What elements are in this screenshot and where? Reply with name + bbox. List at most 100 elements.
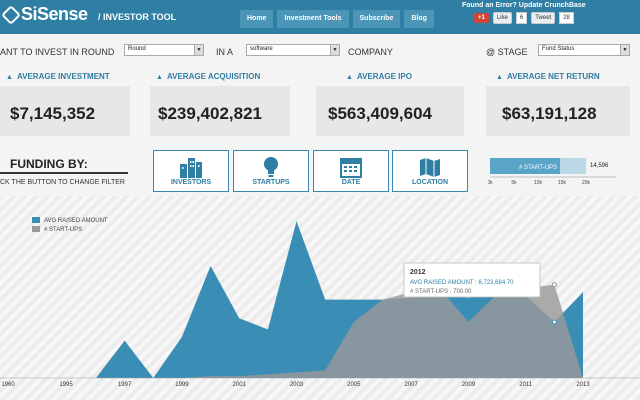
main-nav: Home Investment Tools Subscribe Blog xyxy=(240,10,434,28)
funding-button-startups[interactable]: STARTUPS xyxy=(233,150,309,192)
x-tick-label: 2009 xyxy=(462,382,476,388)
chart-legend: AVG RAISED AMOUNT # START-UPS xyxy=(32,217,108,233)
kpi-value-ipo: $563,409,604 xyxy=(328,104,432,123)
startups-mini-bar-chart: # START-UPS 14,596 0k 5k 10k 15k 20k xyxy=(488,158,616,186)
legend-swatch-startups xyxy=(32,226,40,232)
nav-subscribe[interactable]: Subscribe xyxy=(352,10,401,28)
mini-axis-ticks: 0k 5k 10k 15k 20k xyxy=(488,180,591,186)
raised-amount-area-chart: 1960 1995 1997 1999 2001 2003 2005 2007 2009 2011… xyxy=(0,196,640,400)
in-a-label: IN A xyxy=(216,47,234,57)
chevron-down-icon: ▼ xyxy=(330,45,339,55)
nav-investment-tools[interactable]: Investment Tools xyxy=(277,10,349,28)
kpi-label-acquisition: ▲ AVERAGE ACQUISITION xyxy=(156,72,260,81)
lightbulb-icon xyxy=(264,157,278,177)
funding-button-label: INVESTORS xyxy=(170,179,212,186)
stage-select-value: Fund Status xyxy=(542,46,575,52)
map-icon xyxy=(420,158,440,177)
tweet-button[interactable]: Tweet xyxy=(531,12,556,24)
kpi-value-acquisition: $239,402,821 xyxy=(158,104,262,123)
data-point-raised-2012[interactable] xyxy=(551,319,557,325)
funding-button-label: STARTUPS xyxy=(252,179,290,186)
tweet-count: 28 xyxy=(559,12,574,24)
buildings-icon xyxy=(180,158,202,178)
x-tick-label: 1999 xyxy=(175,382,189,388)
like-button[interactable]: Like xyxy=(492,12,512,24)
kpi-value-net-return: $63,191,128 xyxy=(502,104,597,123)
x-tick-label: 2005 xyxy=(347,382,361,388)
logo-mark-icon xyxy=(1,4,21,25)
kpi-label-investment: ▲ AVERAGE INVESTMENT xyxy=(6,72,110,81)
x-tick-label: 1995 xyxy=(59,382,73,388)
social-buttons: +1 Like 6 Tweet 28 xyxy=(474,12,574,24)
kpi-label-text: AVERAGE ACQUISITION xyxy=(166,72,261,81)
kpi-value-investment: $7,145,352 xyxy=(10,104,96,123)
kpi-label-ipo: ▲ AVERAGE IPO xyxy=(346,72,412,81)
x-tick-label: 1960 xyxy=(1,382,15,388)
round-select[interactable]: Round ▼ xyxy=(124,44,204,56)
funding-button-label: DATE xyxy=(341,179,361,186)
kpi-label-net-return: ▲ AVERAGE NET RETURN xyxy=(496,72,600,81)
crunchbase-link[interactable]: Found an Error? Update CrunchBase xyxy=(462,2,586,9)
kpi-label-text: AVERAGE NET RETURN xyxy=(506,72,600,81)
mini-bar-value: 14,596 xyxy=(590,163,609,169)
funding-title: FUNDING BY: xyxy=(10,157,88,171)
mini-tick-label: 20k xyxy=(582,180,591,186)
x-axis: 1960 1995 1997 1999 2001 2003 2005 2007 2009 2011… xyxy=(0,377,640,388)
kpi-card-net-return xyxy=(486,86,630,136)
kpi-label-text: AVERAGE INVESTMENT xyxy=(16,72,110,81)
triangle-icon: ▲ xyxy=(156,74,163,81)
kpi-card-ipo xyxy=(316,86,464,136)
funding-hint: CK THE BUTTON TO CHANGE FILTER xyxy=(0,179,125,186)
industry-select-value: software xyxy=(250,46,273,52)
legend-label-startups[interactable]: # START-UPS xyxy=(44,227,82,233)
series-area-startups[interactable] xyxy=(96,284,583,378)
mini-tick-label: 10k xyxy=(534,180,543,186)
company-label: COMPANY xyxy=(348,47,393,57)
mini-tick-label: 5k xyxy=(511,180,517,186)
funding-button-label: LOCATION xyxy=(411,179,449,186)
mini-tick-label: 0k xyxy=(488,180,493,186)
triangle-icon: ▲ xyxy=(6,74,13,81)
gplus-button[interactable]: +1 xyxy=(474,13,489,23)
tagline: / INVESTOR TOOL xyxy=(98,12,177,22)
funding-divider xyxy=(0,172,128,174)
mini-bar-label: # START-UPS xyxy=(519,165,557,171)
nav-home[interactable]: Home xyxy=(240,10,274,28)
sisense-logo[interactable]: SiSense xyxy=(1,4,88,25)
series-layer xyxy=(96,221,583,378)
data-point-startups-2012[interactable] xyxy=(551,282,557,288)
funding-button-investors[interactable]: INVESTORS xyxy=(153,150,229,192)
tooltip-raised: AVG RAISED AMOUNT : 6,723,684.70 xyxy=(410,280,514,286)
like-count: 6 xyxy=(515,12,528,24)
stage-label: @ STAGE xyxy=(486,47,528,57)
x-tick-label: 1997 xyxy=(118,382,132,388)
top-header: SiSense / INVESTOR TOOL Home Investment … xyxy=(0,0,640,34)
logo-text: SiSense xyxy=(21,4,88,24)
x-tick-label: 2013 xyxy=(576,382,590,388)
tooltip-year: 2012 xyxy=(410,269,426,276)
mini-bar-fill xyxy=(490,158,561,174)
mini-tick-label: 15k xyxy=(558,180,567,186)
stage-select[interactable]: Fund Status ▼ xyxy=(538,44,630,56)
chevron-down-icon: ▼ xyxy=(194,45,203,55)
legend-label-raised[interactable]: AVG RAISED AMOUNT xyxy=(44,218,108,224)
calendar-icon xyxy=(340,158,362,178)
nav-blog[interactable]: Blog xyxy=(404,10,434,28)
chevron-down-icon: ▼ xyxy=(620,45,629,55)
round-select-value: Round xyxy=(128,46,146,52)
x-tick-label: 2003 xyxy=(290,382,304,388)
industry-select[interactable]: software ▼ xyxy=(246,44,340,56)
tooltip-startups: # START-UPS : 700.00 xyxy=(410,289,472,295)
x-tick-label: 2011 xyxy=(519,382,533,388)
kpi-card-investment xyxy=(0,86,130,136)
kpi-card-acquisition xyxy=(150,86,290,136)
x-tick-label: 2007 xyxy=(404,382,418,388)
triangle-icon: ▲ xyxy=(346,74,353,81)
x-tick-label: 2001 xyxy=(233,382,247,388)
chart-tooltip: 2012 AVG RAISED AMOUNT : 6,723,684.70 # … xyxy=(403,262,541,298)
legend-swatch-raised xyxy=(32,217,40,223)
kpi-label-text: AVERAGE IPO xyxy=(356,72,412,81)
triangle-icon: ▲ xyxy=(496,74,503,81)
funding-button-date[interactable]: DATE xyxy=(313,150,389,192)
funding-button-location[interactable]: LOCATION xyxy=(392,150,468,192)
